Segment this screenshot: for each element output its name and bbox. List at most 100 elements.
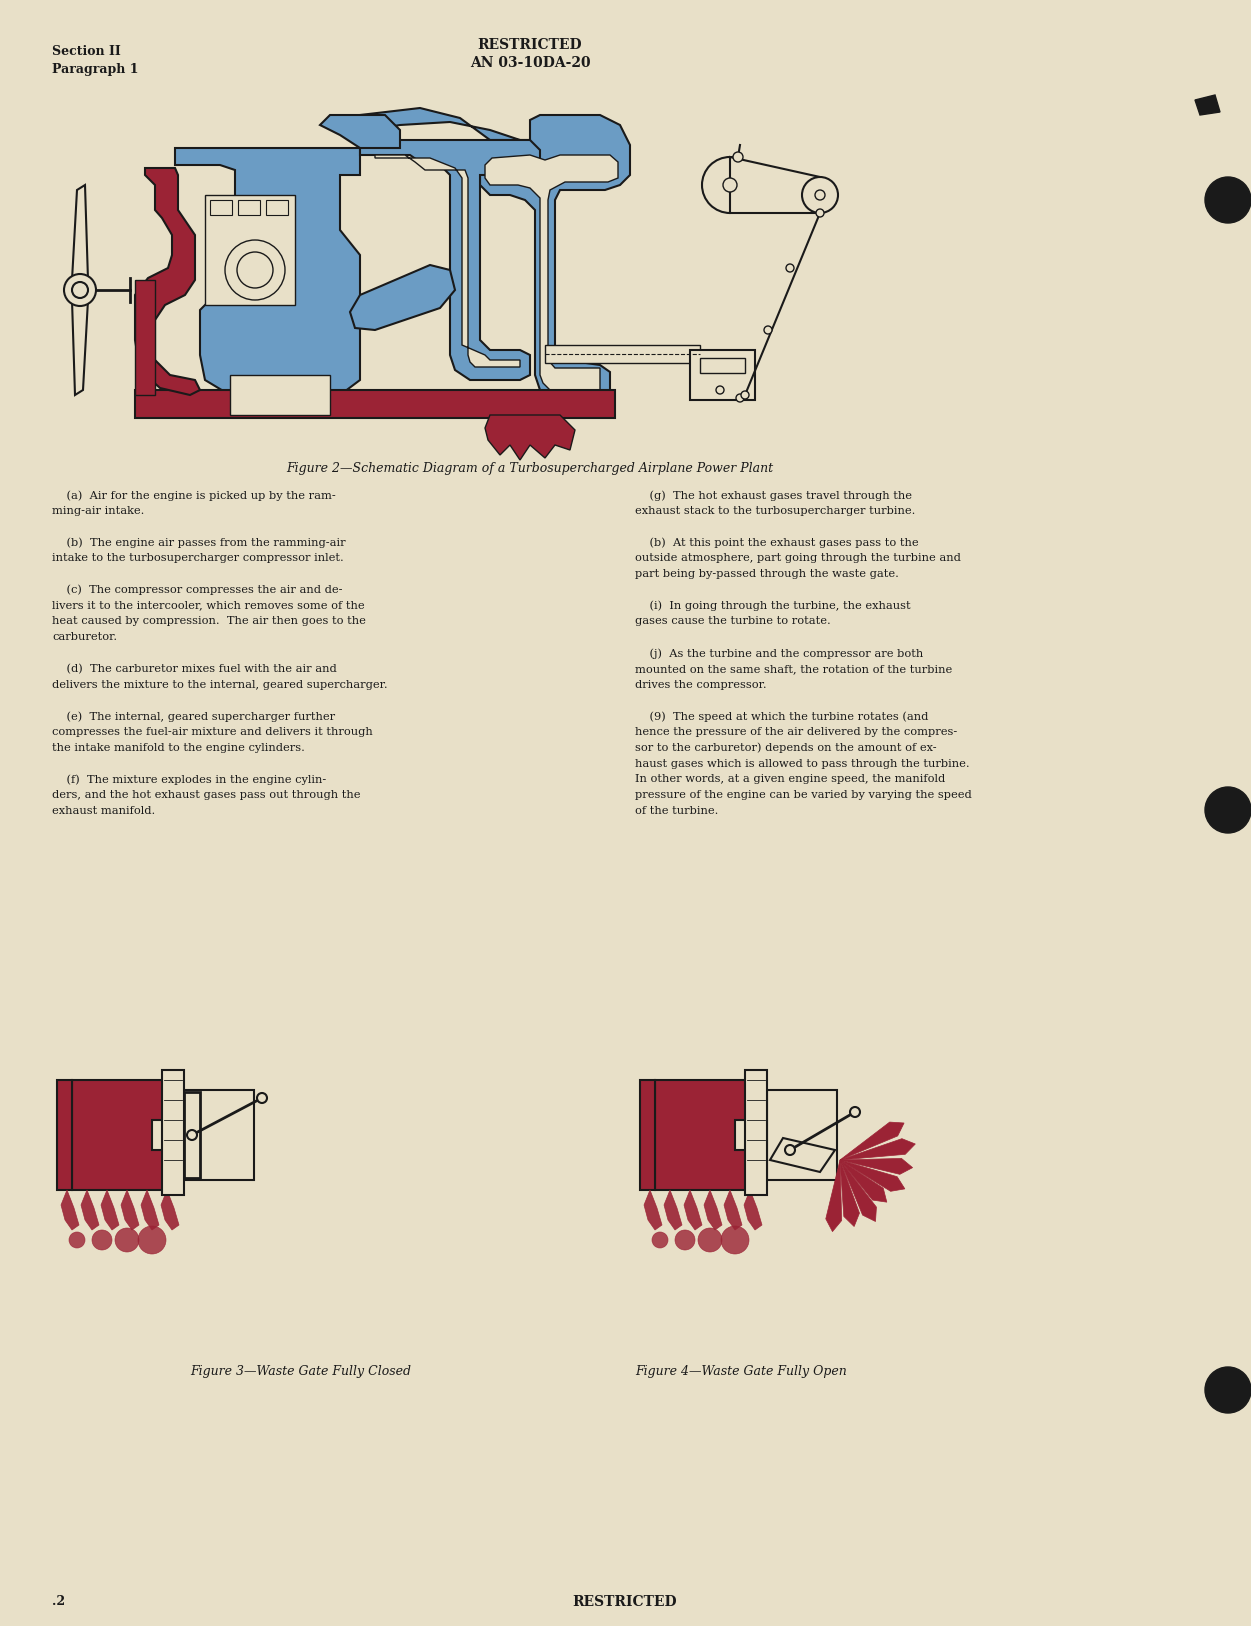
Polygon shape <box>839 1159 877 1221</box>
Text: ders, and the hot exhaust gases pass out through the: ders, and the hot exhaust gases pass out… <box>53 790 360 800</box>
Polygon shape <box>135 167 200 395</box>
Polygon shape <box>358 107 631 400</box>
Text: gases cause the turbine to rotate.: gases cause the turbine to rotate. <box>636 616 831 626</box>
Bar <box>205 195 295 306</box>
Polygon shape <box>485 154 618 390</box>
Text: (b)  The engine air passes from the ramming-air: (b) The engine air passes from the rammi… <box>53 538 345 548</box>
Bar <box>691 350 756 400</box>
Circle shape <box>764 325 772 333</box>
Bar <box>746 1070 767 1195</box>
Bar <box>767 1089 837 1180</box>
Text: (e)  The internal, geared supercharger further: (e) The internal, geared supercharger fu… <box>53 711 335 722</box>
Polygon shape <box>771 1138 834 1172</box>
Circle shape <box>186 1130 196 1140</box>
Polygon shape <box>73 185 88 280</box>
Text: intake to the turbosupercharger compressor inlet.: intake to the turbosupercharger compress… <box>53 553 344 563</box>
Polygon shape <box>724 1190 742 1229</box>
Bar <box>545 345 701 363</box>
Circle shape <box>702 158 758 213</box>
Polygon shape <box>704 1190 722 1229</box>
Text: heat caused by compression.  The air then goes to the: heat caused by compression. The air then… <box>53 616 365 626</box>
Bar <box>135 280 155 395</box>
Circle shape <box>802 177 838 213</box>
Text: outside atmosphere, part going through the turbine and: outside atmosphere, part going through t… <box>636 553 961 563</box>
Bar <box>701 358 746 372</box>
Polygon shape <box>839 1159 904 1192</box>
Text: carburetor.: carburetor. <box>53 633 118 642</box>
Text: AN 03-10DA-20: AN 03-10DA-20 <box>469 55 590 70</box>
Circle shape <box>138 1226 166 1254</box>
Polygon shape <box>350 265 455 330</box>
Polygon shape <box>73 301 88 395</box>
Text: RESTRICTED: RESTRICTED <box>573 1595 677 1610</box>
Polygon shape <box>839 1138 916 1159</box>
Polygon shape <box>664 1190 682 1229</box>
Circle shape <box>64 275 96 306</box>
Text: (j)  As the turbine and the compressor are both: (j) As the turbine and the compressor ar… <box>636 649 923 659</box>
Circle shape <box>784 1145 794 1154</box>
Circle shape <box>652 1233 668 1249</box>
Circle shape <box>236 252 273 288</box>
Text: exhaust stack to the turbosupercharger turbine.: exhaust stack to the turbosupercharger t… <box>636 506 916 515</box>
Text: (a)  Air for the engine is picked up by the ram-: (a) Air for the engine is picked up by t… <box>53 489 335 501</box>
Circle shape <box>814 190 824 200</box>
Polygon shape <box>375 154 520 367</box>
Text: RESTRICTED: RESTRICTED <box>478 37 582 52</box>
Text: In other words, at a given engine speed, the manifold: In other words, at a given engine speed,… <box>636 774 946 784</box>
Text: mounted on the same shaft, the rotation of the turbine: mounted on the same shaft, the rotation … <box>636 663 952 673</box>
Polygon shape <box>641 1080 656 1190</box>
Text: Figure 2—Schematic Diagram of a Turbosupercharged Airplane Power Plant: Figure 2—Schematic Diagram of a Turbosup… <box>286 462 773 475</box>
Circle shape <box>93 1229 113 1250</box>
Bar <box>210 200 231 215</box>
Circle shape <box>716 385 724 393</box>
Text: Figure 4—Waste Gate Fully Open: Figure 4—Waste Gate Fully Open <box>636 1364 847 1377</box>
Polygon shape <box>485 415 575 460</box>
Polygon shape <box>839 1159 859 1226</box>
Circle shape <box>723 177 737 192</box>
Polygon shape <box>320 115 400 148</box>
Polygon shape <box>58 1080 73 1190</box>
Bar <box>230 376 330 415</box>
Text: haust gases which is allowed to pass through the turbine.: haust gases which is allowed to pass thr… <box>636 759 970 769</box>
Polygon shape <box>81 1190 99 1229</box>
Bar <box>238 200 260 215</box>
Circle shape <box>849 1107 859 1117</box>
Text: (g)  The hot exhaust gases travel through the: (g) The hot exhaust gases travel through… <box>636 489 912 501</box>
Polygon shape <box>731 158 819 213</box>
Polygon shape <box>744 1190 762 1229</box>
Polygon shape <box>141 1190 159 1229</box>
Circle shape <box>676 1229 696 1250</box>
Polygon shape <box>121 1190 139 1229</box>
Polygon shape <box>101 1190 119 1229</box>
Polygon shape <box>644 1190 662 1229</box>
Circle shape <box>115 1228 139 1252</box>
Circle shape <box>733 151 743 163</box>
Text: the intake manifold to the engine cylinders.: the intake manifold to the engine cylind… <box>53 743 305 753</box>
Text: part being by-passed through the waste gate.: part being by-passed through the waste g… <box>636 569 899 579</box>
Polygon shape <box>839 1158 912 1174</box>
Text: (c)  The compressor compresses the air and de-: (c) The compressor compresses the air an… <box>53 585 343 595</box>
Text: (i)  In going through the turbine, the exhaust: (i) In going through the turbine, the ex… <box>636 600 911 611</box>
Text: of the turbine.: of the turbine. <box>636 806 718 816</box>
Circle shape <box>1205 787 1251 833</box>
Circle shape <box>1205 1367 1251 1413</box>
Text: (f)  The mixture explodes in the engine cylin-: (f) The mixture explodes in the engine c… <box>53 774 327 785</box>
Bar <box>266 200 288 215</box>
Text: exhaust manifold.: exhaust manifold. <box>53 806 155 816</box>
Circle shape <box>1205 177 1251 223</box>
Text: .2: .2 <box>53 1595 65 1608</box>
Text: (d)  The carburetor mixes fuel with the air and: (d) The carburetor mixes fuel with the a… <box>53 663 337 675</box>
Text: hence the pressure of the air delivered by the compres-: hence the pressure of the air delivered … <box>636 727 957 737</box>
Text: sor to the carburetor) depends on the amount of ex-: sor to the carburetor) depends on the am… <box>636 743 937 753</box>
Text: Paragraph 1: Paragraph 1 <box>53 63 139 76</box>
Bar <box>135 390 615 418</box>
Polygon shape <box>161 1190 179 1229</box>
Circle shape <box>736 393 744 402</box>
Polygon shape <box>61 1190 79 1229</box>
Circle shape <box>698 1228 722 1252</box>
Polygon shape <box>839 1122 904 1159</box>
Text: livers it to the intercooler, which removes some of the: livers it to the intercooler, which remo… <box>53 600 364 611</box>
Text: pressure of the engine can be varied by varying the speed: pressure of the engine can be varied by … <box>636 790 972 800</box>
Text: Section II: Section II <box>53 46 121 59</box>
Text: Figure 3—Waste Gate Fully Closed: Figure 3—Waste Gate Fully Closed <box>190 1364 412 1377</box>
